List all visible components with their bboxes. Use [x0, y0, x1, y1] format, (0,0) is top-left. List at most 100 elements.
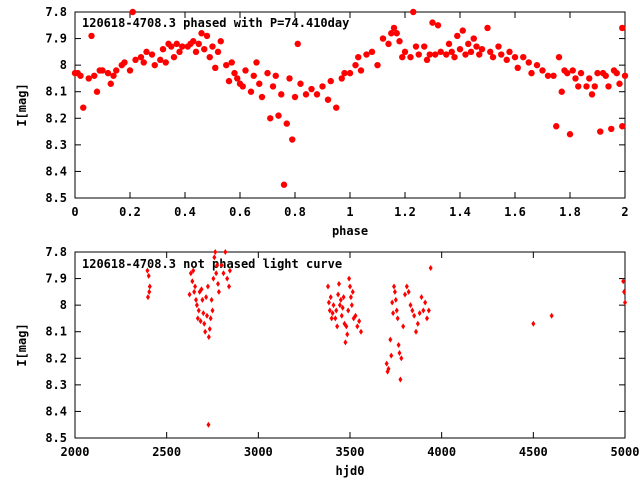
data-point — [346, 307, 351, 314]
data-point — [302, 91, 310, 98]
y-tick-label: 7.8 — [45, 5, 67, 19]
data-point — [145, 267, 150, 274]
data-point — [445, 40, 453, 48]
data-point — [190, 278, 195, 285]
unphased-light-curve-panel: 120618-4708.3 not phased light curve hjd… — [15, 245, 639, 478]
data-point — [336, 291, 341, 298]
data-point — [602, 72, 609, 79]
data-point — [269, 83, 277, 90]
data-point — [143, 48, 150, 56]
phased-light-curve-panel: 120618-4708.3 phased with P=74.410day ph… — [15, 5, 629, 238]
data-point — [525, 59, 532, 66]
data-point — [621, 72, 629, 79]
data-point — [473, 43, 480, 50]
data-point — [286, 75, 293, 82]
data-point — [605, 83, 612, 90]
x-tick-label: 1 — [346, 205, 353, 219]
data-point — [467, 48, 475, 56]
data-point — [550, 72, 557, 79]
plot-frame — [74, 11, 626, 199]
data-point — [188, 270, 193, 277]
data-point — [608, 125, 615, 133]
data-point — [391, 310, 396, 317]
data-point — [294, 40, 301, 48]
data-point — [187, 291, 192, 298]
data-point — [353, 312, 358, 319]
data-point — [327, 307, 332, 314]
x-tick-label: 3500 — [336, 445, 365, 459]
data-point — [168, 43, 175, 50]
data-point — [267, 115, 274, 122]
data-point — [388, 30, 395, 37]
data-point — [191, 267, 196, 274]
x-tick-label: 0 — [71, 205, 78, 219]
data-point — [330, 310, 335, 317]
data-point — [586, 75, 593, 82]
y-axis-label: I[mag] — [15, 323, 29, 366]
axis-ticks: 0 0.2 0.4 0.6 0.8 1 1.2 1.4 1.6 1.8 2 7.8 7.9 8 8.1 8.2… — [45, 5, 628, 219]
y-axis-label: I[mag] — [15, 83, 29, 126]
y-tick-label: 8.2 — [45, 111, 67, 125]
data-point — [531, 320, 536, 327]
data-point — [432, 51, 439, 58]
data-point — [396, 342, 401, 348]
data-point — [157, 56, 164, 64]
data-point — [549, 312, 554, 319]
data-point — [145, 294, 150, 301]
data-point — [162, 59, 169, 66]
data-point — [250, 72, 257, 79]
data-point — [465, 40, 472, 48]
data-point — [99, 67, 106, 74]
data-point — [319, 83, 326, 90]
data-point — [272, 72, 279, 79]
data-point — [393, 30, 400, 37]
data-point — [341, 294, 346, 301]
data-point — [363, 51, 370, 58]
y-tick-label: 8.4 — [45, 164, 67, 178]
data-point — [328, 294, 333, 301]
y-tick-label: 8.3 — [45, 378, 67, 392]
x-tick-label: 3000 — [244, 445, 273, 459]
data-point — [437, 48, 444, 56]
data-point — [619, 123, 626, 130]
data-point — [399, 53, 406, 61]
data-point — [209, 296, 214, 303]
data-point — [390, 299, 395, 306]
data-point — [384, 360, 389, 367]
data-point — [337, 302, 342, 309]
data-point — [423, 299, 428, 306]
axis-ticks: 2000 2500 3000 3500 4000 4500 5000 7.8 7.9 8 8.1 8.… — [45, 245, 639, 459]
data-point — [348, 294, 353, 301]
data-point — [231, 69, 238, 77]
data-point — [558, 88, 565, 95]
data-point — [209, 43, 216, 50]
data-point — [148, 51, 156, 58]
data-point — [395, 315, 400, 322]
data-point — [408, 302, 413, 309]
data-point — [216, 288, 221, 295]
data-point — [88, 32, 95, 40]
data-point — [192, 288, 197, 295]
data-point — [140, 59, 147, 66]
data-point — [338, 75, 345, 82]
data-point — [415, 51, 422, 58]
x-tick-label: 2000 — [61, 445, 90, 459]
data-point — [374, 61, 381, 69]
data-point — [415, 320, 420, 327]
data-points — [145, 249, 627, 428]
data-point — [234, 75, 241, 82]
data-point — [495, 43, 502, 50]
data-point — [151, 61, 158, 69]
data-point — [213, 249, 218, 255]
y-tick-label: 7.9 — [45, 272, 67, 286]
y-tick-label: 7.8 — [45, 245, 67, 259]
data-point — [196, 307, 201, 314]
data-point — [333, 315, 338, 322]
data-point — [357, 318, 362, 325]
data-point — [511, 53, 519, 61]
data-point — [407, 53, 414, 61]
data-point — [404, 283, 409, 290]
y-tick-label: 8.3 — [45, 138, 67, 152]
data-point — [132, 56, 139, 64]
data-point — [223, 249, 228, 255]
